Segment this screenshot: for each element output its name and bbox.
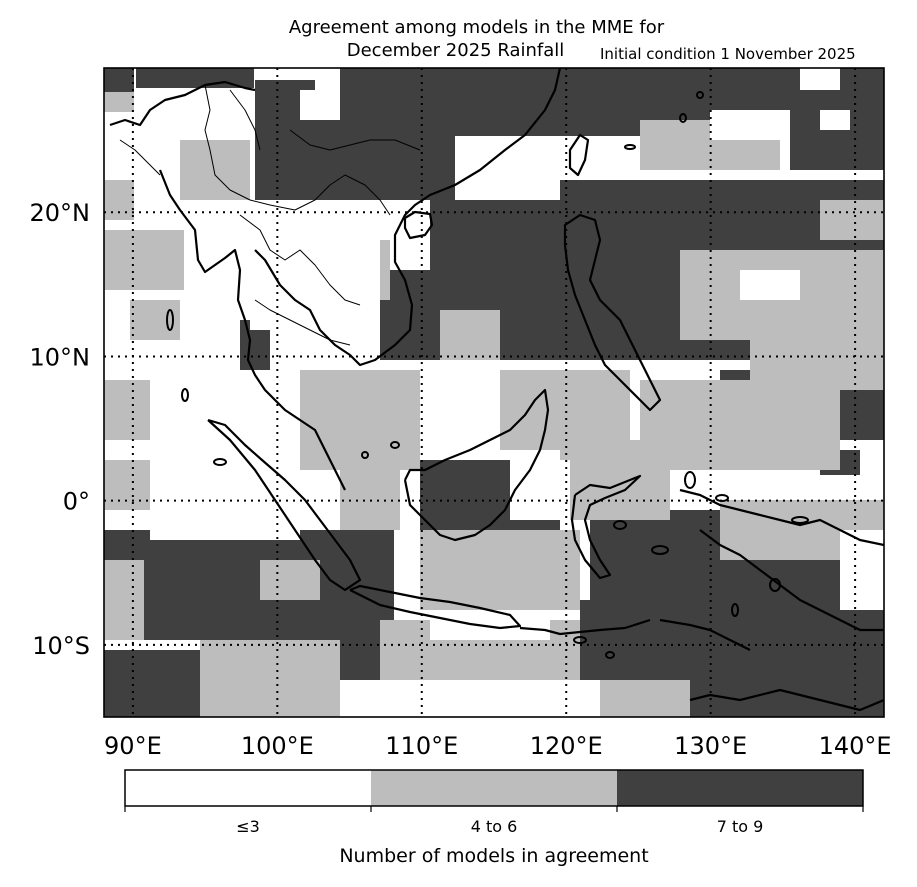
title-line-1: Agreement among models in the MME for	[288, 17, 665, 38]
country-borders	[119, 84, 421, 346]
islands	[166, 91, 809, 659]
lon-tick-label: 130°E	[674, 732, 747, 760]
colorbar: ≤3 4 to 6 7 to 9	[124, 769, 864, 836]
map-area	[104, 68, 884, 717]
longitude-labels: 90°E 100°E 110°E 120°E 130°E 140°E	[104, 732, 892, 760]
lat-tick-label: 0°	[63, 488, 90, 516]
agreement-le3-regions	[150, 90, 884, 717]
lon-tick-label: 100°E	[241, 732, 314, 760]
colorbar-label: ≤3	[236, 817, 260, 836]
colorbar-segment	[371, 770, 617, 806]
colorbar-label: 7 to 9	[717, 817, 764, 836]
map-frame	[103, 67, 885, 718]
subtitle: Initial condition 1 November 2025	[600, 45, 856, 63]
lon-tick-label: 140°E	[819, 732, 892, 760]
lon-tick-label: 120°E	[530, 732, 603, 760]
lon-tick-label: 110°E	[385, 732, 458, 760]
coastlines	[109, 68, 884, 712]
gridlines	[104, 68, 884, 717]
lon-tick-label: 90°E	[104, 732, 162, 760]
lat-tick-label: 10°S	[32, 632, 90, 660]
agreement-4-to-6-regions	[104, 92, 884, 717]
colorbar-segment	[125, 770, 371, 806]
lat-tick-label: 20°N	[30, 199, 91, 227]
lat-tick-label: 10°N	[30, 343, 91, 371]
colorbar-label: 4 to 6	[471, 817, 518, 836]
title-line-2: December 2025 Rainfall	[346, 40, 565, 61]
latitude-labels: 20°N 10°N 0° 10°S	[30, 199, 91, 660]
colorbar-segment	[617, 770, 863, 806]
colorbar-title: Number of models in agreement	[339, 845, 648, 867]
colorbar-frame	[124, 769, 864, 807]
